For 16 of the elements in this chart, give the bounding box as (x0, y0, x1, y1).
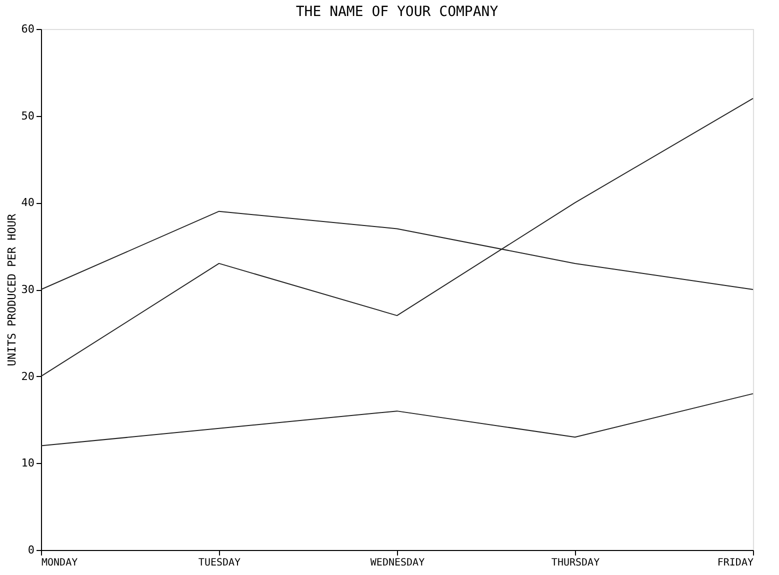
y-tick-label: 60 (21, 22, 34, 36)
x-tick-label: WEDNESDAY (370, 558, 425, 568)
x-tick-label: FRIDAY (717, 558, 754, 568)
x-tick-label: TUESDAY (198, 558, 241, 568)
line-series (40, 393, 754, 446)
y-tick-label: 50 (21, 109, 34, 122)
y-axis-title: UNITS PRODUCED PER HOUR (5, 213, 18, 366)
x-tick-label: THURSDAY (551, 558, 600, 568)
y-tick-label: 0 (28, 544, 34, 556)
y-tick-label: 30 (21, 283, 34, 296)
x-tick-label: MONDAY (42, 558, 78, 568)
chart-title: THE NAME OF YOUR COMPANY (296, 4, 499, 20)
line-series (40, 98, 754, 377)
y-tick-label: 20 (21, 370, 34, 383)
y-tick-label: 10 (21, 456, 34, 470)
y-tick-label: 40 (21, 196, 34, 210)
